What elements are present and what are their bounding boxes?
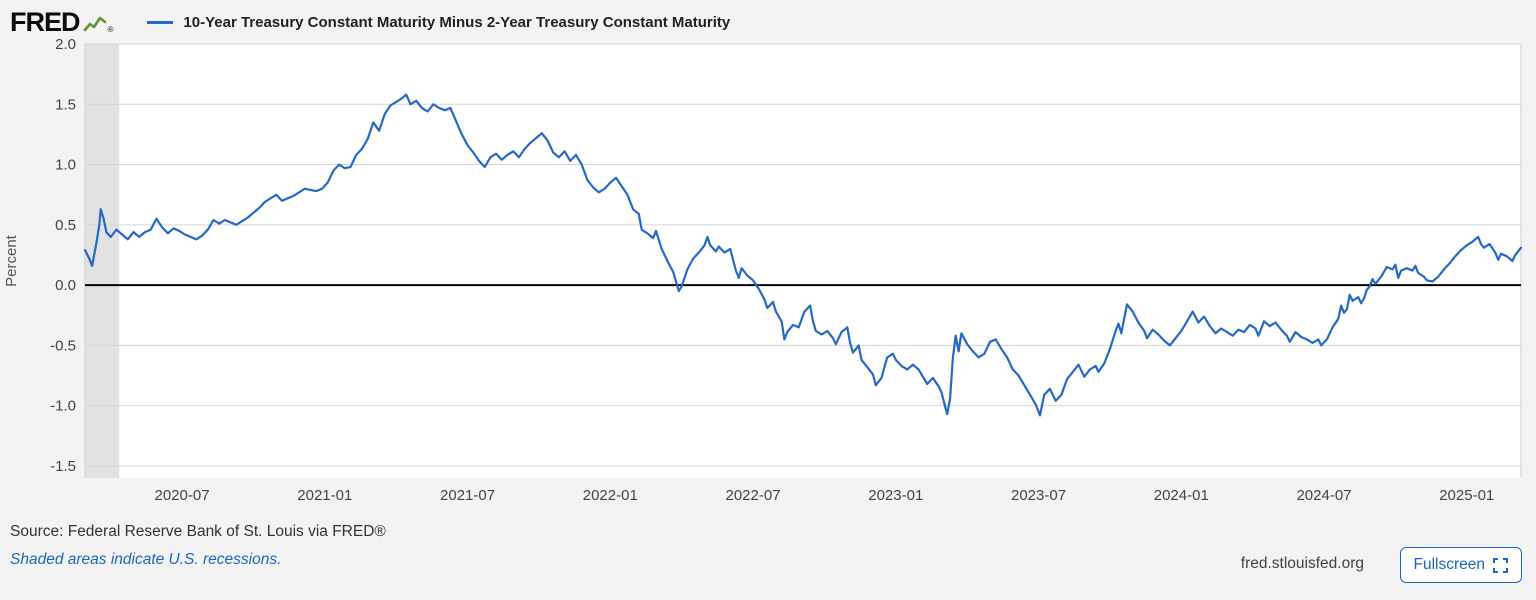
y-tick-label: 0.0: [55, 277, 76, 294]
series-legend-line: [147, 20, 174, 24]
series-line[interactable]: [83, 93, 1523, 417]
fullscreen-label: Fullscreen: [1413, 556, 1486, 573]
y-tick-label: -0.5: [50, 337, 76, 354]
x-tick-label: 2023-01: [868, 487, 923, 504]
y-axis-title: Percent: [3, 234, 20, 287]
series-title: 10-Year Treasury Constant Maturity Minus…: [183, 13, 731, 31]
y-tick-label: -1.0: [50, 398, 76, 415]
recessions-note-link[interactable]: Shaded areas indicate U.S. recessions.: [10, 551, 282, 568]
chart-header: FRED ® 10-Year Treasury Constant Maturit…: [10, 6, 730, 38]
y-tick-label: -1.5: [50, 458, 76, 475]
y-tick-label: 2.0: [55, 36, 76, 53]
fred-logo-text: FRED: [10, 6, 80, 37]
x-tick-label: 2025-01: [1439, 487, 1494, 504]
y-tick-label: 0.5: [55, 217, 76, 234]
source-text: Source: Federal Reserve Bank of St. Loui…: [10, 523, 386, 540]
chart-canvas[interactable]: 2.0 1.5 1.0 0.5 0.0 -0.5 -1.0 -1.5 2020-07 2021-0…: [0, 0, 1536, 520]
site-domain: fred.stlouisfed.org: [1240, 555, 1364, 572]
plot-area: [85, 44, 1521, 478]
x-tick-label: 2022-07: [726, 487, 781, 504]
fred-logo-registered-mark: ®: [107, 24, 114, 34]
y-tick-label: 1.5: [55, 96, 76, 113]
x-tick-label: 2021-07: [440, 487, 495, 504]
fullscreen-button[interactable]: Fullscreen: [1399, 547, 1522, 583]
x-tick-label: 2024-07: [1296, 487, 1351, 504]
y-tick-label: 1.0: [55, 157, 76, 174]
x-tick-label: 2023-07: [1011, 487, 1066, 504]
x-tick-label: 2021-01: [297, 487, 352, 504]
x-tick-label: 2024-01: [1154, 487, 1209, 504]
fred-logo[interactable]: FRED ®: [10, 6, 114, 37]
fullscreen-icon: [1493, 557, 1508, 573]
x-tick-label: 2020-07: [155, 487, 210, 504]
x-tick-label: 2022-01: [583, 487, 638, 504]
fred-logo-sparkline-icon: [83, 16, 106, 31]
